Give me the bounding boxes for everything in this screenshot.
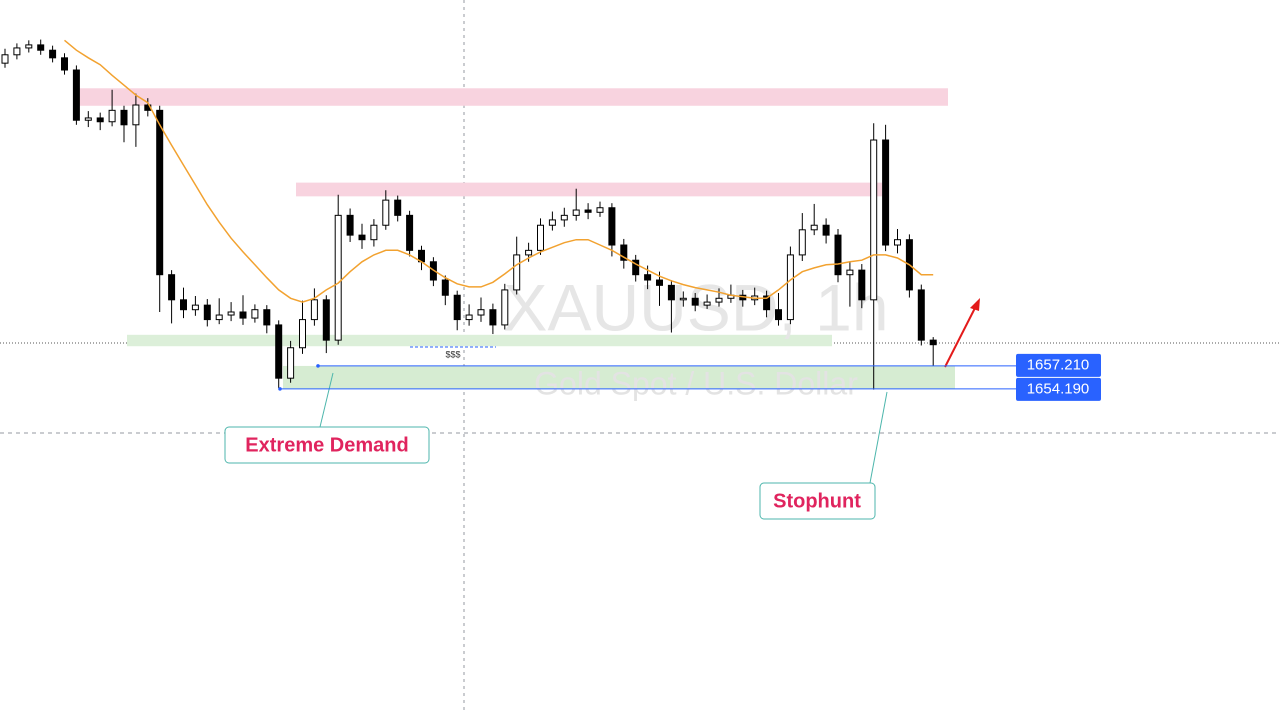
watermark: XAUUSD, 1h bbox=[503, 270, 888, 344]
candle-body bbox=[370, 224, 378, 241]
candle-body bbox=[72, 69, 80, 121]
plot bbox=[1, 39, 937, 390]
zones bbox=[75, 88, 955, 389]
price-label: 1657.210 bbox=[1027, 356, 1090, 373]
candle-body bbox=[275, 324, 283, 379]
candle-body bbox=[870, 139, 878, 301]
liquidity-label: $$$ bbox=[445, 349, 460, 359]
candle-body bbox=[501, 289, 509, 326]
candle-body bbox=[894, 239, 901, 246]
candle-body bbox=[215, 314, 223, 321]
candle-body bbox=[786, 254, 794, 321]
candle-body bbox=[537, 224, 544, 251]
callout-line bbox=[319, 372, 334, 428]
watermark-subtitle: Gold Spot / U.S. Dollar bbox=[534, 365, 858, 401]
candle-body bbox=[299, 319, 306, 349]
candle-body bbox=[656, 279, 663, 286]
candle-body bbox=[917, 289, 925, 341]
candle-body bbox=[834, 234, 842, 276]
candle-body bbox=[84, 117, 92, 121]
candle-body bbox=[287, 347, 295, 379]
candle-body bbox=[1, 54, 9, 64]
candle-body bbox=[322, 299, 330, 341]
candle-body bbox=[251, 309, 259, 319]
price-labels: 1657.210 1654.190 bbox=[278, 353, 1101, 401]
candle-body bbox=[156, 109, 164, 276]
arrow-head bbox=[970, 298, 980, 311]
candle-body bbox=[263, 309, 271, 326]
candle-body bbox=[13, 47, 21, 56]
candle-body bbox=[691, 297, 699, 306]
candle-body bbox=[406, 214, 414, 251]
candle-body bbox=[882, 139, 890, 246]
moving-average bbox=[64, 39, 934, 303]
candle-body bbox=[608, 207, 616, 246]
candle-body bbox=[548, 219, 556, 226]
demand-zone bbox=[283, 365, 955, 389]
candle-body bbox=[858, 269, 866, 301]
candle-body bbox=[775, 309, 782, 321]
candle-body bbox=[703, 301, 711, 306]
anchor-point bbox=[278, 387, 282, 391]
candle-body bbox=[632, 259, 640, 276]
callout-text: Extreme Demand bbox=[245, 434, 408, 456]
candle-body bbox=[96, 117, 104, 123]
candle-body bbox=[453, 294, 461, 321]
callout-text: Stophunt bbox=[773, 490, 861, 512]
candle-body bbox=[382, 199, 390, 226]
candle-body bbox=[25, 44, 33, 49]
candle-body bbox=[572, 209, 580, 216]
candle-body bbox=[798, 229, 806, 256]
candle-body bbox=[49, 49, 57, 59]
callout-box bbox=[759, 482, 876, 520]
candle-body bbox=[679, 297, 687, 301]
candle-body bbox=[715, 297, 723, 303]
anchor-point bbox=[316, 364, 320, 368]
candle-body bbox=[180, 299, 187, 311]
candle-body bbox=[394, 199, 402, 216]
candle-body bbox=[810, 224, 818, 231]
candle-body bbox=[644, 274, 652, 281]
candle-body bbox=[513, 254, 521, 291]
candle-body bbox=[489, 309, 497, 326]
arrow bbox=[944, 305, 977, 368]
zone bbox=[75, 88, 948, 106]
price-label-box bbox=[1016, 377, 1101, 401]
candle-body bbox=[61, 57, 68, 71]
candle-body bbox=[846, 269, 854, 276]
candle-body bbox=[620, 244, 628, 261]
candle-body bbox=[596, 207, 604, 213]
price-label-box bbox=[1016, 353, 1101, 377]
candle-body bbox=[525, 249, 533, 256]
candle-body bbox=[584, 209, 592, 213]
candle-body bbox=[37, 44, 45, 51]
candle-body bbox=[763, 295, 771, 311]
candle-body bbox=[203, 304, 211, 321]
candle-body bbox=[477, 309, 485, 316]
zone bbox=[296, 182, 882, 197]
candle-body bbox=[191, 304, 199, 311]
candle-body bbox=[465, 314, 473, 321]
candle-body bbox=[441, 279, 449, 296]
callout-line bbox=[869, 391, 888, 484]
candle-body bbox=[667, 284, 675, 301]
candle-body bbox=[120, 109, 128, 126]
candle-body bbox=[108, 109, 116, 123]
zone bbox=[127, 334, 832, 347]
candle-body bbox=[239, 311, 247, 319]
price-label: 1654.190 bbox=[1027, 380, 1090, 397]
candle-body bbox=[560, 214, 568, 221]
candle-body bbox=[822, 224, 830, 236]
candle-body bbox=[334, 214, 342, 341]
candle-body bbox=[346, 214, 354, 236]
candle-body bbox=[358, 234, 366, 241]
candle-body bbox=[929, 339, 937, 346]
candle-body bbox=[168, 274, 176, 301]
candle-body bbox=[227, 311, 235, 316]
callout-box bbox=[224, 426, 430, 464]
candle-body bbox=[310, 299, 318, 321]
candle-body bbox=[132, 104, 140, 126]
